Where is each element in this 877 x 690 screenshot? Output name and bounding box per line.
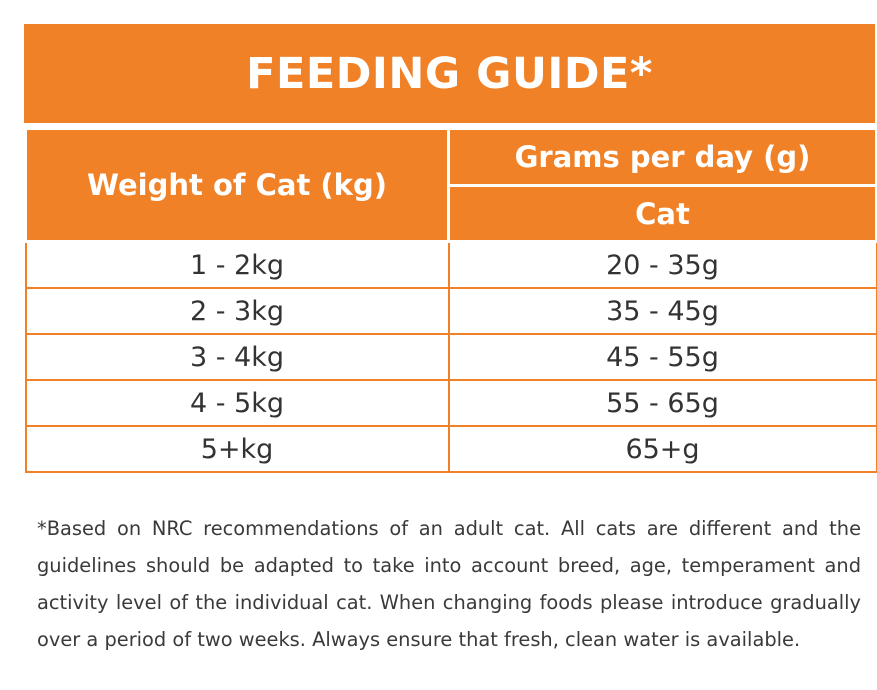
table-row: 2 - 3kg 35 - 45g xyxy=(24,287,877,335)
table-row: 4 - 5kg 55 - 65g xyxy=(24,379,877,427)
header-row: Weight of Cat (kg) Grams per day (g) xyxy=(24,127,877,243)
title-banner: FEEDING GUIDE* xyxy=(24,24,875,123)
weight-column-header: Weight of Cat (kg) xyxy=(24,127,450,243)
table-row: 3 - 4kg 45 - 55g xyxy=(24,333,877,381)
weight-cell: 4 - 5kg xyxy=(24,379,450,427)
feeding-guide-table: Weight of Cat (kg) Grams per day (g) Cat… xyxy=(24,127,877,473)
table-row: 1 - 2kg 20 - 35g xyxy=(24,240,877,289)
weight-cell: 3 - 4kg xyxy=(24,333,450,381)
table-row: 5+kg 65+g xyxy=(24,425,877,473)
weight-cell: 1 - 2kg xyxy=(24,240,450,289)
grams-cell: 20 - 35g xyxy=(447,240,877,289)
weight-cell: 5+kg xyxy=(24,425,450,473)
footnote: *Based on NRC recommendations of an adul… xyxy=(37,517,861,651)
page-title: FEEDING GUIDE* xyxy=(246,48,653,99)
weight-cell: 2 - 3kg xyxy=(24,287,450,335)
grams-column-header: Grams per day (g) xyxy=(447,127,877,187)
cat-subheader: Cat xyxy=(447,184,877,243)
subheader-row: Cat xyxy=(26,184,877,243)
grams-cell: 35 - 45g xyxy=(447,287,877,335)
grams-cell: 45 - 55g xyxy=(447,333,877,381)
grams-cell: 65+g xyxy=(447,425,877,473)
grams-cell: 55 - 65g xyxy=(447,379,877,427)
